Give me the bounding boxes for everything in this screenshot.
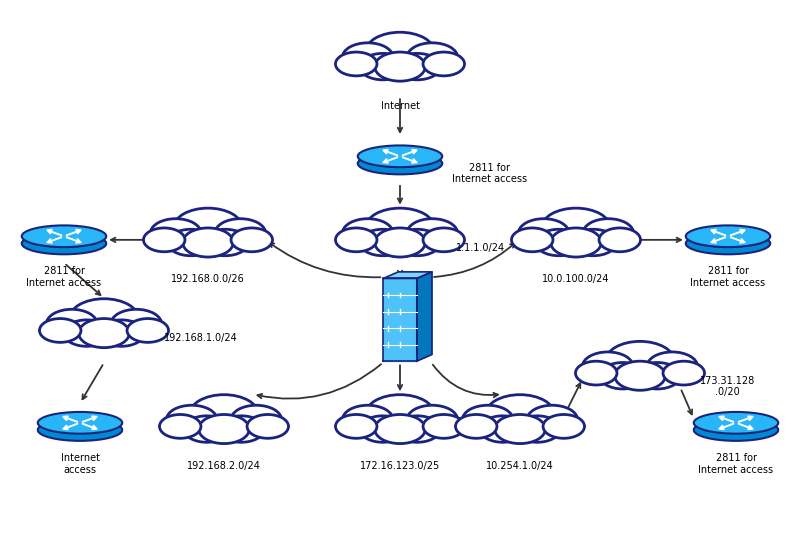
- Ellipse shape: [22, 232, 106, 254]
- Ellipse shape: [366, 208, 434, 248]
- Ellipse shape: [394, 229, 440, 256]
- Ellipse shape: [70, 298, 138, 338]
- Text: 10.0.100.0/24: 10.0.100.0/24: [542, 274, 610, 285]
- Ellipse shape: [575, 361, 617, 385]
- Ellipse shape: [366, 394, 434, 434]
- Ellipse shape: [150, 219, 201, 248]
- Ellipse shape: [374, 228, 426, 257]
- Text: 173.31.128
.0/20: 173.31.128 .0/20: [700, 376, 755, 398]
- Text: 2811 for
Internet access: 2811 for Internet access: [698, 453, 774, 475]
- Ellipse shape: [231, 228, 273, 252]
- Ellipse shape: [582, 352, 633, 381]
- Ellipse shape: [46, 309, 97, 338]
- Ellipse shape: [394, 416, 440, 442]
- Ellipse shape: [174, 208, 242, 248]
- Ellipse shape: [111, 309, 162, 338]
- Ellipse shape: [686, 232, 770, 254]
- Ellipse shape: [198, 415, 250, 443]
- Ellipse shape: [342, 43, 393, 72]
- Ellipse shape: [550, 228, 602, 257]
- Ellipse shape: [342, 405, 393, 434]
- Ellipse shape: [218, 416, 264, 442]
- Ellipse shape: [182, 228, 234, 257]
- Ellipse shape: [360, 229, 406, 256]
- Ellipse shape: [542, 208, 610, 248]
- Ellipse shape: [462, 405, 513, 434]
- Ellipse shape: [190, 394, 258, 434]
- Ellipse shape: [143, 228, 185, 252]
- Ellipse shape: [543, 415, 585, 438]
- Ellipse shape: [663, 361, 705, 385]
- Text: 2811 for
Internet access: 2811 for Internet access: [690, 266, 766, 288]
- Text: 10.254.1.0/24: 10.254.1.0/24: [486, 461, 554, 471]
- Text: Internet: Internet: [381, 101, 419, 111]
- Ellipse shape: [536, 229, 582, 256]
- Polygon shape: [383, 278, 417, 361]
- Ellipse shape: [127, 319, 169, 342]
- Ellipse shape: [694, 412, 778, 434]
- Ellipse shape: [247, 415, 289, 438]
- Ellipse shape: [480, 416, 526, 442]
- Ellipse shape: [614, 361, 666, 390]
- Ellipse shape: [78, 319, 130, 348]
- Ellipse shape: [64, 320, 110, 346]
- Text: 192.168.0.0/26: 192.168.0.0/26: [171, 274, 245, 285]
- Ellipse shape: [22, 225, 106, 247]
- Ellipse shape: [494, 415, 546, 443]
- Ellipse shape: [366, 32, 434, 72]
- Text: Internet
access: Internet access: [61, 453, 99, 475]
- Ellipse shape: [360, 53, 406, 80]
- Text: 192.168.1.0/24: 192.168.1.0/24: [164, 333, 238, 343]
- Text: 172.16.123.0/25: 172.16.123.0/25: [360, 461, 440, 471]
- Ellipse shape: [606, 341, 674, 381]
- Ellipse shape: [423, 228, 465, 252]
- Ellipse shape: [686, 225, 770, 247]
- Ellipse shape: [159, 415, 201, 438]
- Ellipse shape: [600, 362, 646, 389]
- Ellipse shape: [647, 352, 698, 381]
- Ellipse shape: [38, 412, 122, 434]
- Ellipse shape: [527, 405, 578, 434]
- Ellipse shape: [335, 228, 377, 252]
- Ellipse shape: [38, 419, 122, 441]
- Ellipse shape: [518, 219, 569, 248]
- Ellipse shape: [342, 219, 393, 248]
- Ellipse shape: [184, 416, 230, 442]
- Text: 1.1.1.0/24: 1.1.1.0/24: [456, 243, 505, 253]
- Ellipse shape: [374, 52, 426, 81]
- Ellipse shape: [166, 405, 217, 434]
- Ellipse shape: [599, 228, 641, 252]
- Ellipse shape: [407, 405, 458, 434]
- Ellipse shape: [215, 219, 266, 248]
- Ellipse shape: [634, 362, 680, 389]
- Ellipse shape: [202, 229, 248, 256]
- Ellipse shape: [360, 416, 406, 442]
- Ellipse shape: [423, 415, 465, 438]
- Ellipse shape: [486, 394, 554, 434]
- Ellipse shape: [570, 229, 616, 256]
- Text: 192.168.2.0/24: 192.168.2.0/24: [187, 461, 261, 471]
- Polygon shape: [383, 272, 432, 278]
- Ellipse shape: [374, 415, 426, 443]
- Text: 2811 for
Internet access: 2811 for Internet access: [452, 163, 527, 184]
- Polygon shape: [417, 272, 432, 361]
- Ellipse shape: [511, 228, 553, 252]
- Ellipse shape: [231, 405, 282, 434]
- Ellipse shape: [168, 229, 214, 256]
- Text: 2811 for
Internet access: 2811 for Internet access: [26, 266, 102, 288]
- Ellipse shape: [394, 53, 440, 80]
- Ellipse shape: [335, 415, 377, 438]
- Ellipse shape: [39, 319, 81, 342]
- Ellipse shape: [335, 52, 377, 76]
- Ellipse shape: [358, 152, 442, 174]
- Ellipse shape: [98, 320, 144, 346]
- Ellipse shape: [514, 416, 560, 442]
- Ellipse shape: [407, 43, 458, 72]
- Ellipse shape: [694, 419, 778, 441]
- Ellipse shape: [407, 219, 458, 248]
- Ellipse shape: [455, 415, 497, 438]
- Ellipse shape: [583, 219, 634, 248]
- Ellipse shape: [358, 146, 442, 167]
- Ellipse shape: [423, 52, 465, 76]
